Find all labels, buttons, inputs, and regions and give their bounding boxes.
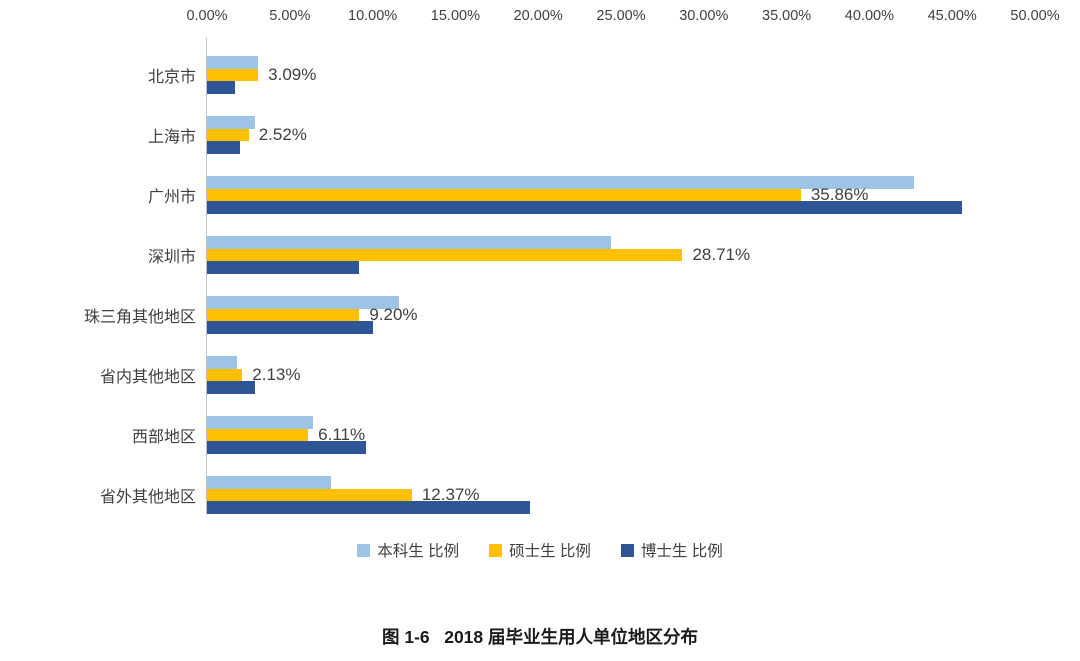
bar-doctor (207, 441, 366, 454)
x-axis-tick-label: 15.00% (430, 8, 480, 24)
data-label: 28.71% (692, 244, 751, 264)
data-label: 3.09% (268, 64, 317, 84)
bar-bachelor (207, 116, 256, 129)
legend-swatch-icon (357, 543, 371, 557)
x-axis-tick-row: 0.00% 5.00% 10.00% 15.00% 20.00% 25.00% 30.00%… (0, 8, 1080, 28)
x-axis-tick-label: 20.00% (513, 8, 563, 24)
bar-bachelor (207, 56, 259, 69)
bar-bachelor (207, 236, 612, 249)
legend: 本科生 比例 硕士生 比例 博士生 比例 (0, 538, 1080, 562)
legend-swatch-icon (489, 543, 503, 557)
x-axis-tick-label: 40.00% (844, 8, 894, 24)
data-label: 9.20% (369, 304, 418, 324)
bar-doctor (207, 81, 236, 94)
x-axis-tick-label: 25.00% (596, 8, 646, 24)
chart-caption: 图 1-6 2018 届毕业生用人单位地区分布 (381, 627, 699, 647)
category-label: 深圳市 (147, 248, 196, 266)
category-label: 西部地区 (131, 428, 196, 446)
bar-master (207, 188, 801, 201)
legend-swatch-icon (620, 543, 634, 557)
bar-master (207, 308, 360, 321)
bar-master (207, 68, 259, 81)
bar-doctor (207, 381, 256, 394)
bar-bachelor (207, 416, 313, 429)
legend-item-bachelor: 本科生 比例 (357, 539, 459, 561)
bar-doctor (207, 501, 530, 514)
category-label: 省内其他地区 (99, 368, 196, 386)
legend-label: 博士生 比例 (640, 543, 723, 560)
bar-master (207, 428, 309, 441)
bar-bachelor (207, 296, 400, 309)
category-label: 上海市 (147, 128, 196, 146)
x-axis-tick-label: 0.00% (186, 8, 228, 24)
bar-bachelor (207, 356, 237, 369)
bar-doctor (207, 321, 373, 334)
bar-master (207, 368, 243, 381)
bar-bachelor (207, 476, 332, 489)
bar-doctor (207, 141, 241, 154)
legend-label: 硕士生 比例 (509, 543, 591, 560)
data-label: 2.52% (258, 124, 307, 144)
data-label: 35.86% (810, 184, 869, 204)
category-label: 省外其他地区 (99, 488, 196, 506)
legend-label: 本科生 比例 (377, 543, 460, 560)
x-axis-tick-label: 10.00% (348, 8, 398, 24)
bar-master (207, 488, 412, 501)
x-axis-tick-label: 30.00% (679, 8, 729, 24)
x-axis-tick-label: 35.00% (762, 8, 812, 24)
bar-master (207, 128, 249, 141)
legend-item-master: 硕士生 比例 (489, 539, 591, 561)
x-axis-tick-label: 45.00% (927, 8, 977, 24)
category-label: 珠三角其他地区 (83, 308, 196, 326)
x-axis-tick-label: 50.00% (1010, 8, 1060, 24)
bar-bachelor (207, 176, 915, 189)
category-label: 北京市 (147, 68, 196, 86)
y-axis-line (206, 38, 207, 514)
data-label: 2.13% (252, 364, 301, 384)
data-label: 6.11% (318, 424, 366, 444)
bar-doctor (207, 201, 963, 214)
category-label: 广州市 (147, 188, 196, 206)
x-axis-tick-label: 5.00% (269, 8, 311, 24)
legend-item-doctor: 博士生 比例 (620, 539, 723, 561)
data-label: 12.37% (421, 484, 480, 504)
bar-master (207, 248, 683, 261)
bar-doctor (207, 261, 360, 274)
